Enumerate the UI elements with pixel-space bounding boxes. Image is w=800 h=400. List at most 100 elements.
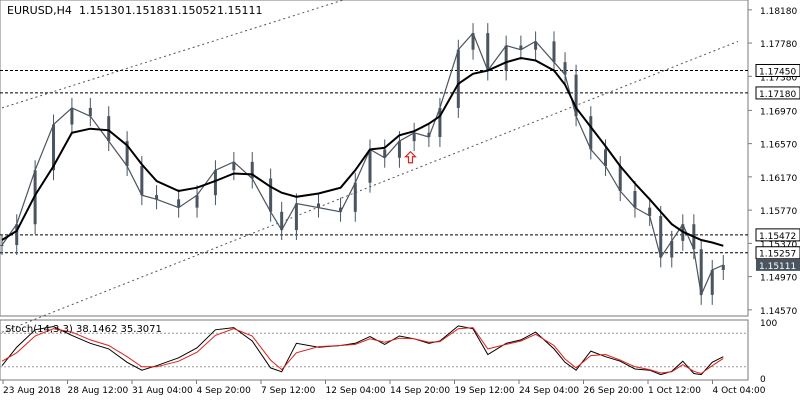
up-arrow-icon [404, 150, 417, 164]
stochastic-series [0, 325, 748, 376]
x-tick-label: 26 Sep 20:00 [584, 386, 644, 396]
stochastic-line-d [1, 327, 724, 375]
candle-body [710, 269, 714, 295]
candle-body [0, 245, 4, 247]
candle-body [250, 161, 254, 179]
price-tag-box [755, 86, 800, 100]
price-axis: 1.18180 1.17780 1.17380 1.16970 1.16570 1.161… [748, 7, 797, 317]
candle-body [70, 107, 74, 125]
price-tag-box [755, 246, 800, 260]
x-tick-label: 14 Sep 20:00 [390, 386, 450, 396]
candle-body [563, 62, 567, 75]
y-tick-label: 1.14970 [760, 274, 797, 284]
x-tick-label: 1 Oct 12:00 [648, 386, 701, 396]
close-line [1, 31, 724, 297]
y-tick-label: 1.17380 [760, 73, 797, 83]
candle-body [397, 141, 401, 158]
low-value: 1.15052 [171, 4, 217, 17]
candle-body [52, 124, 56, 171]
candle-body [294, 203, 298, 231]
candle-body [438, 107, 442, 137]
candle-body [574, 74, 578, 117]
open-value: 1.15130 [79, 4, 125, 17]
close-value: 1.15111 [217, 4, 263, 17]
candle-body [125, 141, 129, 167]
x-tick-label: 28 Aug 12:00 [68, 386, 129, 396]
candle-body [699, 249, 703, 295]
signal-arrow-layer [404, 150, 417, 164]
price-tag-label: 1.17450 [759, 67, 796, 77]
candle-body [15, 224, 19, 246]
x-tick-label: 12 Sep 04:00 [326, 386, 386, 396]
y-tick-label: 1.15370 [760, 240, 797, 250]
x-tick-label: 4 Sep 20:00 [197, 386, 252, 396]
candle-body [107, 116, 111, 142]
y-tick-label: 1.16570 [760, 141, 797, 151]
candle-body [504, 45, 508, 71]
x-tick-label: 31 Aug 04:00 [132, 386, 193, 396]
candle-body [471, 33, 475, 50]
stochastic-title: Stoch(14,3,3) 38.1462 35.3071 [5, 324, 162, 335]
candle-body [353, 182, 357, 212]
candle-body [316, 203, 320, 208]
price-tag-label: 1.15257 [759, 250, 796, 260]
price-series [0, 23, 725, 305]
candle-body [670, 240, 674, 258]
candle-body [427, 132, 431, 137]
candle-body [269, 178, 273, 212]
x-tick-label: 4 Oct 04:00 [713, 386, 766, 396]
y-tick-label: 1.18180 [760, 7, 797, 17]
price-tag-box [755, 63, 800, 77]
candle-body [213, 170, 217, 196]
time-axis: 23 Aug 2018 28 Aug 12:00 31 Aug 04:00 4 Sep… [2, 380, 766, 396]
symbol-label: EURUSD,H4 [7, 4, 72, 17]
candle-body [519, 45, 523, 50]
price-tags: 1.17450 1.17180 1.15472 1.15257 1.15111 [755, 63, 800, 272]
price-tag-label: 1.15472 [759, 232, 796, 242]
high-value: 1.15183 [125, 4, 171, 17]
candle-body [486, 33, 490, 71]
candle-body [604, 149, 608, 167]
candle-body [618, 166, 622, 191]
stochastic-panel[interactable] [0, 319, 749, 381]
candle-body [88, 107, 92, 117]
candle-body [659, 215, 663, 258]
x-tick-label: 24 Sep 04:00 [519, 386, 579, 396]
x-tick-label: 23 Aug 2018 [3, 386, 61, 396]
candle-body [552, 41, 556, 63]
candle-body [232, 161, 236, 171]
y-tick-label: 1.14570 [760, 307, 797, 317]
candle-body [456, 49, 460, 108]
candle-body [589, 116, 593, 150]
candle-body [368, 149, 372, 183]
moving-average [1, 56, 724, 247]
current-price-label: 1.15111 [759, 262, 796, 272]
stochastic-axis: 100 0 [760, 319, 777, 385]
candle-body [280, 211, 284, 231]
moving-average-line [1, 56, 724, 247]
candle-body [140, 166, 144, 196]
stochastic-line-k [1, 325, 724, 376]
candle-body [721, 264, 725, 270]
x-tick-label: 19 Sep 12:00 [455, 386, 515, 396]
y-tick-label: 1.15770 [760, 207, 797, 217]
candle-body [534, 41, 538, 50]
candle-body [633, 190, 637, 208]
candle-body [339, 207, 343, 212]
stochastic-tick-label: 0 [760, 375, 766, 385]
price-tag-box [755, 228, 800, 242]
y-tick-label: 1.16970 [760, 107, 797, 117]
candle-body [195, 195, 199, 208]
candle-body [155, 195, 159, 200]
candle-body [412, 132, 416, 142]
current-price-tag [756, 258, 800, 271]
candle-body [383, 149, 387, 158]
y-tick-label: 1.17780 [760, 40, 797, 50]
candle-body [648, 207, 652, 216]
price-panel[interactable] [0, 0, 749, 317]
stochastic-tick-label: 100 [760, 319, 777, 329]
x-tick-label: 7 Sep 12:00 [261, 386, 316, 396]
price-tag-label: 1.17180 [759, 90, 796, 100]
y-tick-label: 1.16170 [760, 174, 797, 184]
